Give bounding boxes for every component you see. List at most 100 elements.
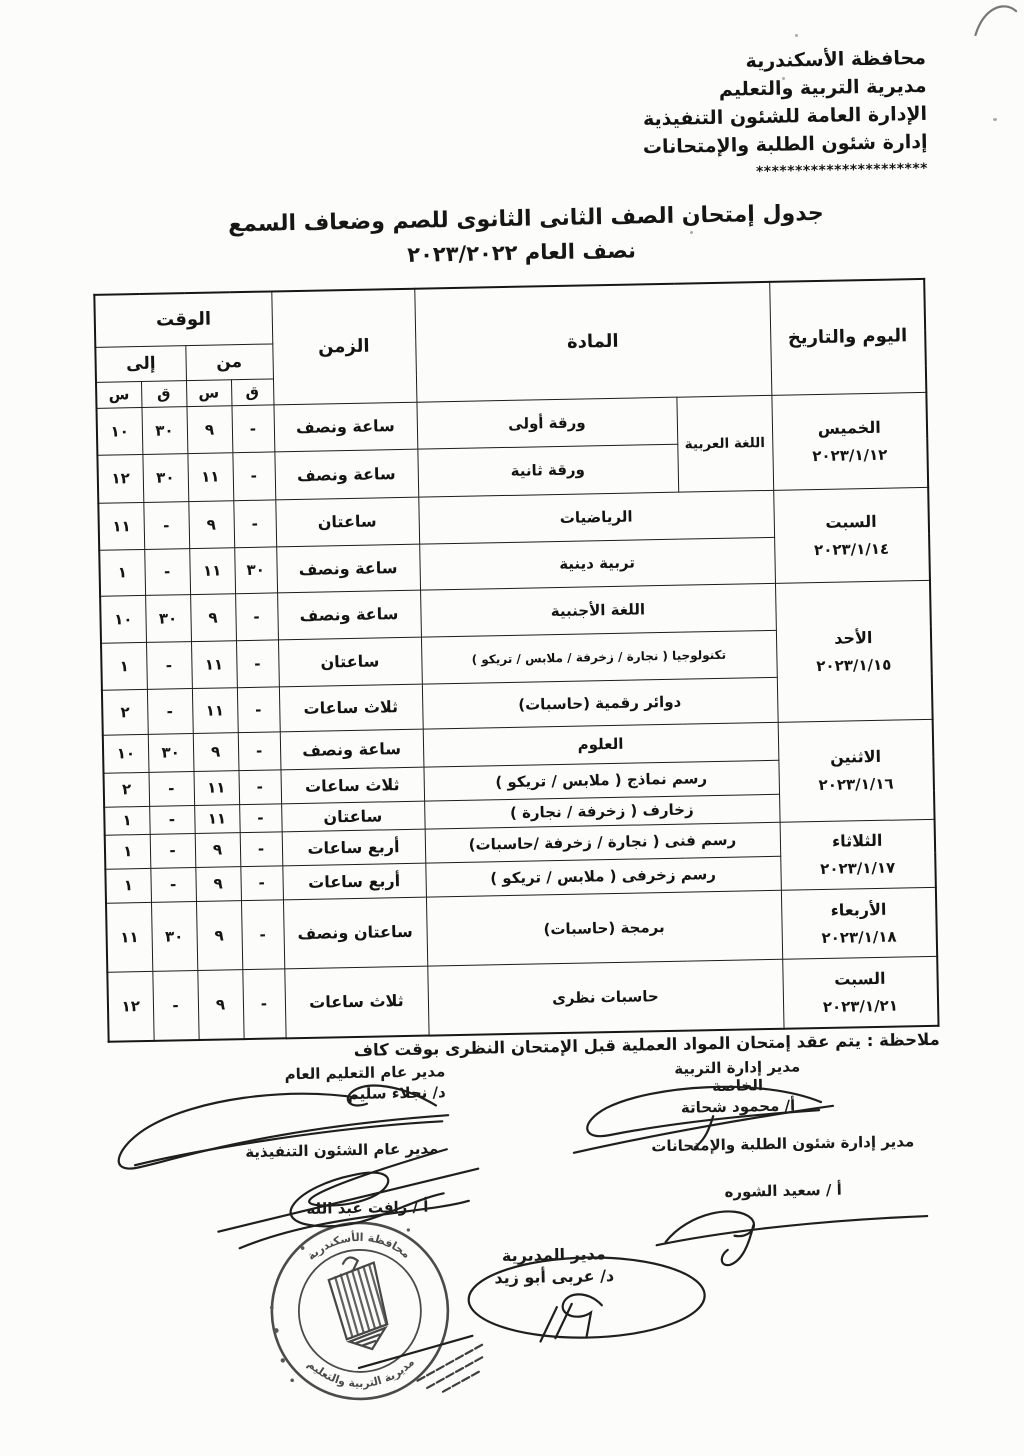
subject-cell: الرياضيات: [418, 489, 775, 544]
day-date-cell: الأربعاء ٢٠٢٣/١/١٨: [780, 886, 938, 959]
signature-block-special-ed: مدير إدارة التربية الخاصة أ/ محمود شحاتة: [647, 1057, 828, 1117]
signature-name-students-exams: أ / سعيد الشوره: [705, 1177, 860, 1201]
day-date-cell: الأحد ٢٠٢٣/١/١٥: [774, 579, 933, 722]
to-minutes-cell: -: [144, 548, 191, 595]
duration-cell: ساعة ونصف: [276, 543, 421, 593]
from-minutes-cell: ٣٠: [234, 546, 278, 594]
official-stamp: محافظة الأسكندرية مديرية التربية والتعلي…: [270, 1221, 486, 1401]
day-date-cell: السبت ٢٠٢٣/١/١٤: [773, 486, 930, 583]
to-minutes-cell: ٣٠: [145, 594, 191, 642]
to-hours-cell: ١١: [98, 501, 145, 550]
header-from-minutes: ق: [230, 378, 274, 406]
subject-group-cell: اللغة العربية: [676, 394, 774, 492]
duration-cell: ساعة ونصف: [277, 589, 421, 640]
day-name: الأربعاء: [830, 899, 887, 920]
subject-cell: تربية دينية: [419, 536, 775, 590]
from-minutes-cell: -: [240, 865, 283, 901]
to-hours-cell: ١: [105, 867, 151, 903]
from-minutes-cell: -: [242, 968, 286, 1040]
svg-text:مديرية التربية والتعليم: مديرية التربية والتعليم: [305, 1355, 418, 1391]
to-hours-cell: ١٠: [102, 733, 149, 773]
subject-cell: برمجة (حاسبات): [425, 889, 783, 966]
from-hours-cell: ٩: [190, 593, 236, 642]
day-name: السبت: [834, 968, 886, 989]
to-minutes-cell: ٣٠: [141, 406, 188, 454]
duration-cell: ثلاث ساعات: [284, 965, 429, 1039]
scan-speck: [993, 118, 997, 121]
from-hours-cell: ٩: [195, 866, 241, 902]
day-date: ٢٠٢٣/١/١٨: [821, 927, 897, 947]
to-hours-cell: ١: [104, 833, 151, 869]
header-from-hours: س: [185, 379, 232, 407]
from-hours-cell: ١١: [194, 804, 240, 834]
scan-speck: [782, 77, 785, 80]
from-minutes-cell: -: [238, 769, 282, 805]
duration-cell: ثلاث ساعات: [280, 766, 425, 804]
from-hours-cell: ٩: [197, 969, 244, 1040]
header-to-minutes: ق: [140, 380, 187, 407]
from-hours-cell: ١١: [187, 452, 234, 502]
day-date-cell: السبت ٢٠٢٣/١/٢١: [782, 955, 939, 1029]
day-name: الخميس: [817, 417, 881, 438]
from-hours-cell: ٩: [186, 405, 233, 454]
from-minutes-cell: -: [235, 639, 279, 688]
to-minutes-cell: -: [146, 688, 193, 734]
to-hours-cell: ١٠: [96, 406, 143, 455]
subject-cell: تكنولوجيا ( نجارة / زخرفة / ملابس / تريك…: [420, 629, 777, 684]
duration-cell: ساعتان: [275, 496, 420, 547]
duration-cell: أربع ساعات: [282, 862, 426, 900]
header-time-from: من: [185, 343, 273, 381]
from-minutes-cell: -: [239, 831, 283, 867]
to-minutes-cell: ٣٠: [147, 733, 194, 772]
duration-cell: ساعة ونصف: [279, 728, 424, 770]
signature-title: مدير عام التعليم العام: [284, 1062, 446, 1084]
subject-cell: حاسبات نظرى: [427, 958, 784, 1036]
to-minutes-cell: -: [149, 833, 196, 868]
day-date: ٢٠٢٣/١/١٢: [812, 445, 888, 465]
svg-text:محافظة الأسكندرية: محافظة الأسكندرية: [304, 1229, 413, 1263]
from-hours-cell: ١١: [190, 640, 237, 689]
duration-cell: ساعتان: [277, 636, 422, 687]
from-minutes-cell: -: [239, 803, 282, 833]
from-minutes-cell: -: [231, 404, 275, 453]
to-minutes-cell: -: [143, 501, 190, 549]
table-row: السبت ٢٠٢٣/١/٢١ حاسبات نظرى ثلاث ساعات -…: [107, 955, 939, 1042]
signature-name: د/ نجلاء سليم: [347, 1083, 446, 1104]
to-hours-cell: ١٢: [107, 970, 154, 1042]
to-minutes-cell: -: [149, 805, 195, 834]
signature-name: أ / رافت عبد الله: [306, 1197, 429, 1218]
to-minutes-cell: -: [150, 867, 196, 902]
signature-title: مدير عام الشئون التنفيذية: [245, 1139, 439, 1162]
signature-name-executive: أ / رافت عبد الله: [290, 1194, 445, 1218]
to-hours-cell: ١: [101, 641, 147, 690]
day-date: ٢٠٢٣/١/١٤: [813, 539, 890, 559]
signature-title: مدير إدارة التربية الخاصة: [674, 1057, 801, 1096]
signature-block-students-exams: مدير إدارة شئون الطلبة والإمتحانات: [637, 1132, 929, 1156]
signature-block-general-ed: مدير عام التعليم العام د/ نجلاء سليم: [260, 1062, 446, 1105]
header-time: الوقت: [94, 291, 273, 347]
from-minutes-cell: -: [232, 451, 276, 501]
stamp-speckles: [270, 1228, 410, 1383]
signature-name: د/ عربى أبو زيد: [494, 1266, 615, 1288]
to-minutes-cell: -: [145, 641, 192, 689]
day-date: ٢٠٢٣/١/٢١: [822, 996, 899, 1016]
exam-schedule-table: اليوم والتاريخ المادة الزمن الوقت من إلى…: [93, 277, 940, 1043]
from-hours-cell: ١١: [193, 770, 240, 806]
from-minutes-cell: -: [237, 731, 281, 771]
to-minutes-cell: -: [152, 970, 199, 1041]
signature-block-directorate: مدير المديرية د/ عربى أبو زيد: [474, 1244, 635, 1288]
signature-name: أ/ محمود شحاتة: [680, 1096, 796, 1117]
from-hours-cell: ٩: [188, 500, 235, 549]
to-hours-cell: ١: [104, 805, 150, 835]
duration-cell: ساعتان ونصف: [282, 896, 428, 969]
to-hours-cell: ٢: [101, 688, 148, 735]
letterhead-separator-stars: **********************: [755, 161, 929, 181]
to-hours-cell: ١: [99, 548, 146, 596]
to-minutes-cell: -: [148, 771, 195, 806]
letterhead: محافظة الأسكندرية مديرية التربية والتعلي…: [641, 44, 929, 186]
to-hours-cell: ١١: [105, 901, 153, 972]
header-to-hours: س: [95, 380, 142, 408]
scan-artifact-curve: [974, 5, 1018, 36]
